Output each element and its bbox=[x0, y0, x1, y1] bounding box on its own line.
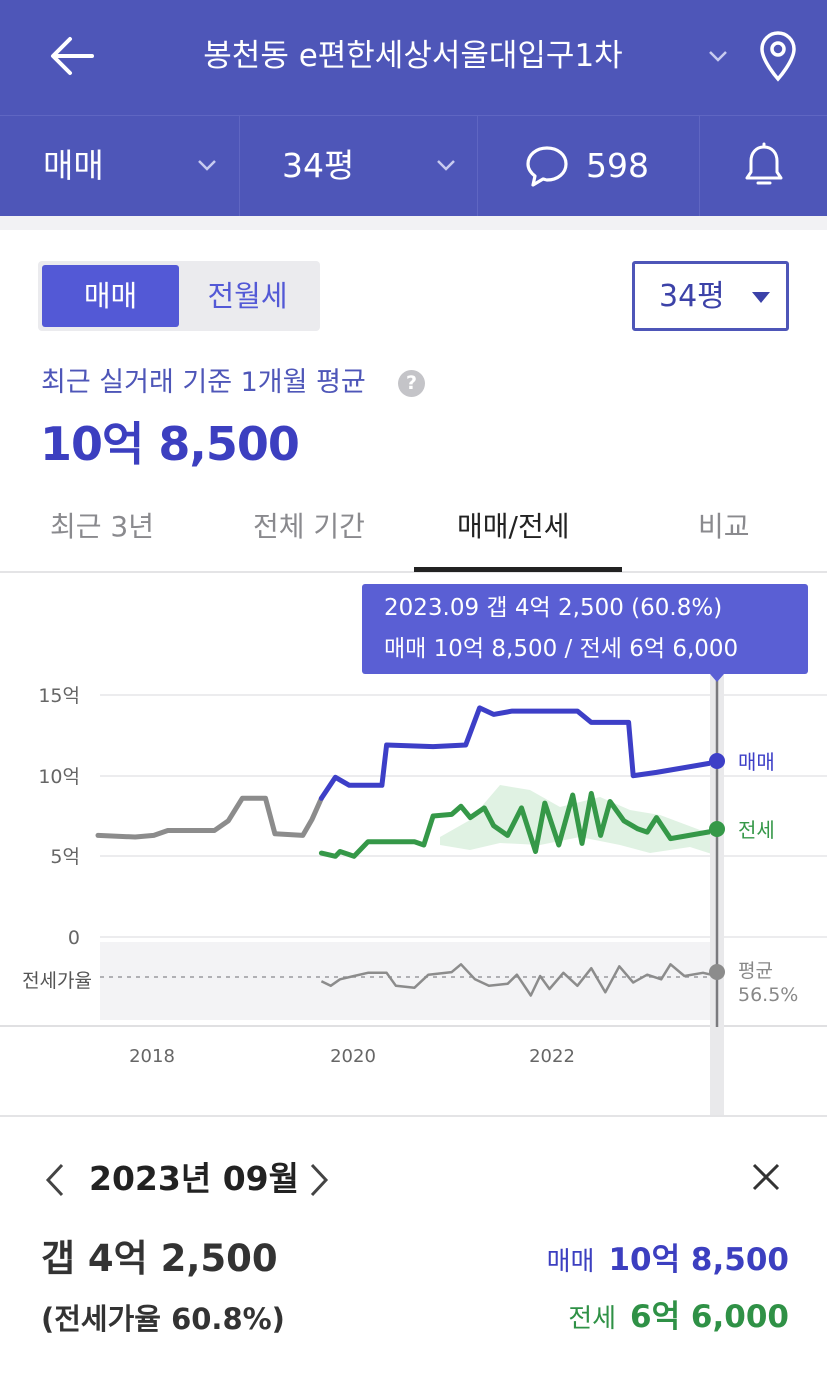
y-tick-label: 5억 bbox=[50, 846, 80, 868]
view-tabs: 최근 3년 전체 기간 매매/전세 비교 bbox=[0, 493, 827, 573]
toggle-sale[interactable]: 매매 bbox=[42, 265, 179, 327]
sale-price-label: 매매 bbox=[546, 1247, 595, 1277]
tooltip-pointer bbox=[710, 674, 724, 682]
chevron-down-icon[interactable] bbox=[704, 44, 732, 68]
sale-price-row: 매매 10억 8,500 bbox=[547, 1234, 789, 1279]
ratio-band bbox=[100, 942, 720, 1020]
series-line-2 bbox=[95, 795, 324, 840]
caret-down-icon bbox=[752, 292, 770, 303]
series-line-1 bbox=[318, 790, 720, 859]
jeonse-marker bbox=[709, 821, 725, 837]
ratio-marker bbox=[709, 964, 725, 980]
chevron-down-icon bbox=[198, 160, 216, 171]
size-label: 34평 bbox=[282, 146, 355, 185]
detail-panel: 2023년 09월 갭 4억 2,500 (전세가율 60.8%) 매매 10억 … bbox=[0, 1115, 827, 1376]
gap-amount: 갭 4억 2,500 bbox=[41, 1237, 278, 1280]
notification-button[interactable] bbox=[700, 116, 827, 216]
detail-month: 2023년 09월 bbox=[89, 1159, 299, 1198]
jeonse-series-label: 전세 bbox=[738, 818, 775, 842]
location-pin-icon[interactable] bbox=[756, 30, 800, 82]
y-tick-label: 15억 bbox=[38, 685, 80, 707]
chevron-left-icon[interactable] bbox=[42, 1161, 68, 1199]
back-arrow-icon[interactable] bbox=[48, 34, 96, 78]
active-tab-indicator bbox=[414, 567, 622, 572]
jeonse-price-row: 전세 6억 6,000 bbox=[568, 1291, 789, 1336]
ratio-axis-label: 전세가율 bbox=[22, 970, 92, 992]
size-select[interactable]: 34평 bbox=[632, 261, 789, 331]
average-caption: 최근 실거래 기준 1개월 평균 bbox=[41, 367, 366, 398]
tooltip-line1: 2023.09 갭 4억 2,500 (60.8%) bbox=[384, 595, 722, 621]
divider bbox=[0, 216, 827, 230]
trade-type-dropdown[interactable]: 매매 bbox=[0, 116, 240, 216]
tab-recent-3y[interactable]: 최근 3년 bbox=[50, 510, 154, 543]
tab-all-period[interactable]: 전체 기간 bbox=[253, 510, 365, 543]
bell-icon bbox=[745, 142, 783, 185]
grid bbox=[0, 694, 827, 1027]
x-tick-label: 2018 bbox=[129, 1046, 175, 1067]
y-tick-label: 10억 bbox=[38, 766, 80, 788]
x-tick-label: 2022 bbox=[529, 1046, 575, 1067]
apartment-title[interactable]: 봉천동 e편한세상서울대입구1차 bbox=[203, 38, 623, 74]
tab-sale-jeonse[interactable]: 매매/전세 bbox=[457, 510, 570, 543]
trade-toggle: 매매 전월세 bbox=[38, 261, 320, 331]
y-tick-label: 0 bbox=[68, 927, 80, 949]
filter-bar: 매매 34평 598 bbox=[0, 115, 827, 216]
average-price: 10억 8,500 bbox=[40, 417, 300, 471]
price-chart-svg: 15억 10억 5억 0 전세가율 2018 2020 2022 매매 전세 평… bbox=[0, 584, 827, 1115]
speech-bubble-icon bbox=[526, 146, 568, 187]
tab-compare[interactable]: 비교 bbox=[698, 510, 750, 543]
price-chart[interactable]: 15억 10억 5억 0 전세가율 2018 2020 2022 매매 전세 평… bbox=[0, 575, 827, 1115]
ratio-layer bbox=[320, 963, 718, 997]
sale-series-label: 매매 bbox=[738, 750, 775, 774]
toggle-rent[interactable]: 전월세 bbox=[207, 279, 288, 313]
x-tick-label: 2020 bbox=[330, 1046, 376, 1067]
size-dropdown[interactable]: 34평 bbox=[240, 116, 478, 216]
comments-button[interactable]: 598 bbox=[478, 116, 700, 216]
size-select-value: 34평 bbox=[659, 279, 725, 314]
close-icon[interactable] bbox=[750, 1161, 782, 1193]
top-app-bar: 봉천동 e편한세상서울대입구1차 bbox=[0, 0, 827, 115]
sale-price-value: 10억 8,500 bbox=[608, 1242, 789, 1278]
ratio-line bbox=[320, 963, 718, 997]
series-line-0 bbox=[318, 705, 720, 801]
average-label: 평균 bbox=[738, 960, 773, 982]
trade-type-label: 매매 bbox=[43, 146, 104, 185]
chevron-down-icon bbox=[437, 160, 455, 171]
help-icon[interactable]: ? bbox=[398, 370, 425, 397]
chevron-right-icon[interactable] bbox=[306, 1161, 332, 1199]
tooltip-box bbox=[362, 584, 808, 674]
sale-marker bbox=[709, 753, 725, 769]
jeonse-price-value: 6억 6,000 bbox=[630, 1299, 789, 1335]
tooltip-line2: 매매 10억 8,500 / 전세 6억 6,000 bbox=[384, 636, 738, 662]
comment-count: 598 bbox=[586, 146, 649, 185]
average-value: 56.5% bbox=[738, 984, 798, 1006]
series-layer bbox=[95, 705, 720, 859]
jeonse-ratio: (전세가율 60.8%) bbox=[41, 1302, 285, 1336]
jeonse-price-label: 전세 bbox=[568, 1304, 617, 1334]
